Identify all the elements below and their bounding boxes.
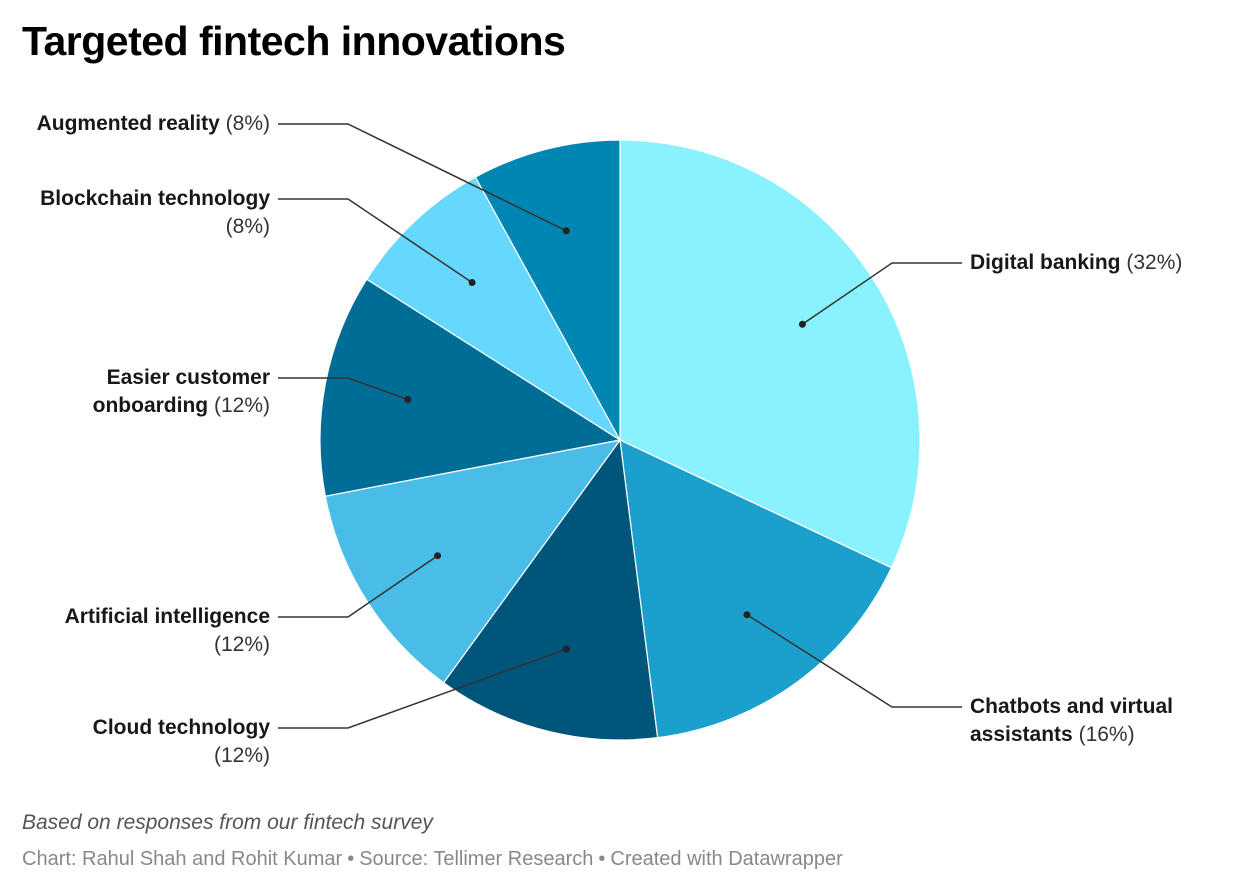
chart-notes: Based on responses from our fintech surv… [22, 811, 433, 834]
chart-title: Targeted fintech innovations [22, 18, 566, 64]
chart-byline: Chart: Rahul Shah and Rohit Kumar • Source… [22, 848, 843, 871]
leader-line-cloud-technology [278, 648, 567, 729]
leader-dot-augmented-reality [562, 227, 570, 235]
pie-slice-artificial-intelligence [324, 439, 622, 684]
pie-slice-augmented-reality [474, 139, 621, 441]
leader-dot-digital-banking [798, 320, 806, 328]
leader-dot-easier-customer-onboarding [404, 396, 412, 403]
slice-label-blockchain-technology: Blockchain technology (8%) [40, 187, 270, 238]
byline-author: Chart: Rahul Shah and Rohit Kumar [22, 848, 343, 870]
byline-source: Source: Tellimer Research [359, 848, 594, 870]
leader-line-easier-customer-onboarding [278, 377, 409, 401]
pie-slice-blockchain-technology [365, 176, 621, 441]
slice-label-augmented-reality: Augmented reality (8%) [36, 112, 270, 135]
leader-line-chatbots [746, 614, 962, 708]
leader-line-artificial-intelligence [278, 555, 439, 618]
leader-dot-chatbots [743, 611, 751, 619]
pie-slice-digital-banking [619, 139, 921, 569]
byline-separator: • [347, 848, 355, 870]
leader-line-digital-banking [801, 262, 962, 325]
leader-line-augmented-reality [278, 123, 567, 232]
slice-label-cloud-technology: Cloud technology (12%) [92, 716, 270, 767]
leader-dot-cloud-technology [562, 645, 570, 653]
slice-label-chatbots: Chatbots and virtual assistants (16%) [970, 695, 1174, 746]
pie-slice-chatbots [619, 438, 893, 739]
slice-label-digital-banking: Digital banking (32%) [970, 251, 1183, 274]
byline-created-with: Created with Datawrapper [610, 848, 843, 870]
byline-separator: • [598, 848, 606, 870]
slice-label-easier-customer-onboarding: Easier customer onboarding (12%) [92, 366, 270, 417]
leader-dot-blockchain-technology [468, 279, 476, 286]
pie-slice-cloud-technology [442, 438, 659, 741]
pie-slice-easier-customer-onboarding [319, 278, 622, 497]
slice-label-artificial-intelligence: Artificial intelligence (12%) [64, 605, 270, 656]
leader-line-blockchain-technology [278, 198, 473, 284]
leader-dot-artificial-intelligence [434, 552, 442, 560]
